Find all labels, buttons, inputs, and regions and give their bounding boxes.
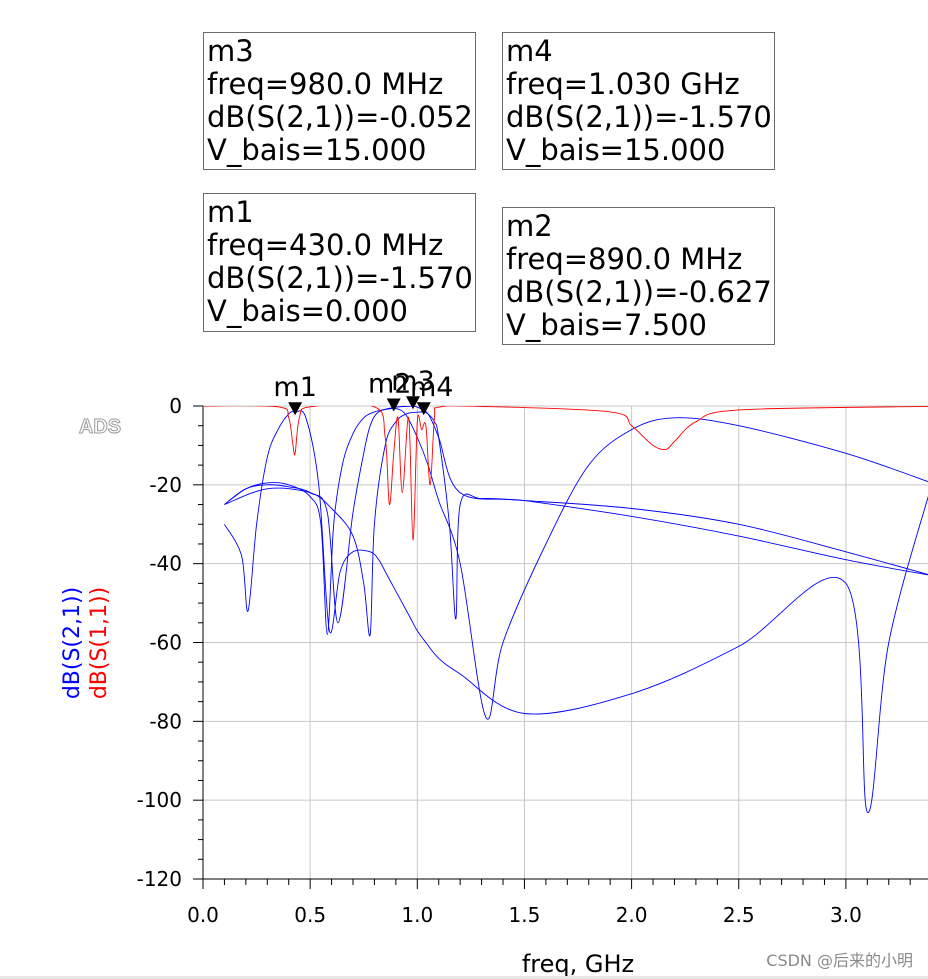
y-axis-label-s11: dB(S(1,1)) [87,587,112,699]
y-tick-label: -100 [137,788,182,812]
marker-m1-vbias: V_bais=0.000 [207,294,409,328]
marker-m3-flag [406,396,421,410]
marker-box-m4: m4 freq=1.030 GHz dB(S(2,1))=-1.570 V_ba… [502,32,775,170]
marker-m4-freq: freq=1.030 GHz [506,67,740,101]
footer-credit: CSDN @后来的小明 [766,951,913,970]
s11-line-4 [203,406,928,541]
marker-m2-value: dB(S(2,1))=-0.627 [506,275,772,309]
series-lines [203,406,928,813]
x-tick-label: 2.5 [723,903,755,927]
marker-box-m3: m3 freq=980.0 MHz dB(S(2,1))=-0.052 V_ba… [203,32,476,170]
marker-m3-title: m3 [207,34,254,68]
footer-bar [0,976,928,979]
ticks: 0.0 0.5 1.0 1.5 2.0 2.5 3.0 0 -20 -40 -60 -80 -100 -1… [137,394,911,927]
x-tick-label: 1.0 [401,903,433,927]
y-tick-label: -40 [149,552,182,576]
x-tick-label: 2.0 [616,903,648,927]
grid [203,405,928,879]
marker-m4-value: dB(S(2,1))=-1.570 [506,100,772,134]
y-tick-label: -120 [137,867,182,891]
marker-m1-title: m1 [207,195,254,229]
marker-m4-flag [416,402,431,416]
marker-m3-freq: freq=980.0 MHz [207,67,444,101]
x-tick-label: 1.5 [509,903,541,927]
marker-m1-label: m1 [273,372,316,403]
marker-m4-vbias: V_bais=15.000 [506,133,726,167]
y-tick-label: -20 [149,473,182,497]
ads-watermark: ADS [79,416,121,438]
s21-line-0 [224,410,928,813]
s21-line-3 [224,411,928,637]
x-tick-label: 0.0 [187,903,219,927]
marker-m3-vbias: V_bais=15.000 [207,133,427,167]
marker-m2-vbias: V_bais=7.500 [506,308,708,342]
marker-m3-label: m3 [391,366,434,397]
marker-m2-flag [386,398,401,412]
y-axis-label-s21: dB(S(2,1)) [60,587,85,699]
marker-m4-title: m4 [506,34,553,68]
marker-m2-label: m2 [368,368,411,399]
marker-m2-freq: freq=890.0 MHz [506,242,743,276]
marker-box-m2: m2 freq=890.0 MHz dB(S(2,1))=-0.627 V_ba… [502,207,775,345]
y-tick-label: -60 [149,631,182,655]
marker-m1-value: dB(S(2,1))=-1.570 [207,261,473,295]
marker-m3-value: dB(S(2,1))=-0.052 [207,100,473,134]
marker-m2-title: m2 [506,209,553,243]
marker-m4-label: m4 [410,372,453,403]
y-tick-label: -80 [149,709,182,733]
s21-line-1 [224,408,928,720]
marker-m1-flag [288,402,303,416]
marker-box-m1: m1 freq=430.0 MHz dB(S(2,1))=-1.570 V_ba… [203,193,476,332]
x-tick-label: 3.0 [830,903,862,927]
x-tick-label: 0.5 [294,903,326,927]
marker-m1-freq: freq=430.0 MHz [207,228,444,262]
x-axis-label: freq, GHz [522,950,634,976]
y-tick-label: 0 [169,394,182,418]
